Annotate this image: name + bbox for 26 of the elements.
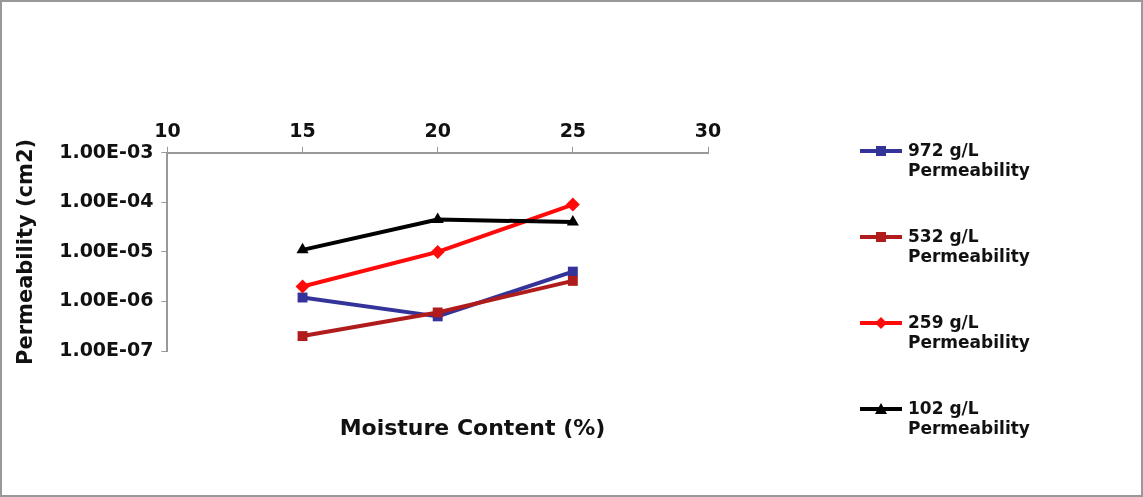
point [297, 331, 308, 342]
x-tick-label: 25 [559, 119, 587, 142]
point [565, 197, 580, 212]
y-tick-label: 1.00E-05 [59, 238, 154, 261]
point [430, 244, 445, 259]
x-tick-label: 20 [424, 119, 451, 142]
x-tick-label: 30 [694, 119, 722, 142]
point [567, 275, 578, 286]
x-tick-label: 15 [289, 119, 316, 142]
y-tick-label: 1.00E-04 [59, 189, 154, 212]
point [432, 307, 443, 318]
point [295, 279, 310, 294]
legend-label: 102 g/L Permeability [908, 398, 1031, 438]
point [296, 242, 309, 254]
point [431, 212, 444, 224]
x-axis-title: Moisture Content (%) [338, 415, 607, 440]
y-tick-label: 1.00E-07 [59, 337, 154, 360]
y-axis-title: Permeability (cm2) [13, 138, 38, 365]
point [566, 215, 579, 226]
legend-label: 972 g/L Permeability [908, 140, 1031, 180]
legend-label: 259 g/L Permeability [908, 312, 1031, 352]
y-tick-label: 1.00E-06 [59, 288, 154, 311]
y-tick-label: 1.00E-03 [59, 139, 154, 162]
point [567, 266, 578, 277]
legend-label: 532 g/L Permeability [908, 226, 1031, 266]
x-tick-label: 10 [154, 119, 181, 142]
